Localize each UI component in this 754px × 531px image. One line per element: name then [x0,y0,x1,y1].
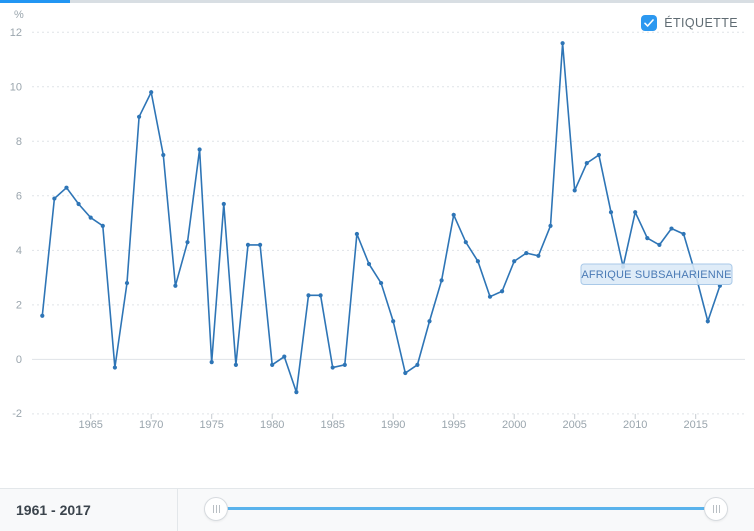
svg-text:1995: 1995 [441,419,465,431]
svg-text:1965: 1965 [78,419,102,431]
svg-text:10: 10 [10,82,22,94]
svg-text:1970: 1970 [139,419,163,431]
svg-text:2000: 2000 [502,419,526,431]
svg-text:12: 12 [10,27,22,39]
svg-text:-2: -2 [12,408,22,420]
svg-text:1975: 1975 [199,419,223,431]
svg-text:AFRIQUE SUBSAHARIENNE: AFRIQUE SUBSAHARIENNE [581,269,731,281]
svg-text:1990: 1990 [381,419,405,431]
svg-text:%: % [14,9,24,21]
svg-text:2005: 2005 [562,419,586,431]
svg-text:0: 0 [16,354,22,366]
svg-text:1980: 1980 [260,419,284,431]
svg-text:6: 6 [16,191,22,203]
svg-text:8: 8 [16,136,22,148]
svg-text:4: 4 [16,245,22,257]
svg-text:2015: 2015 [683,419,707,431]
svg-text:2: 2 [16,300,22,312]
svg-text:2010: 2010 [623,419,647,431]
svg-text:1985: 1985 [320,419,344,431]
